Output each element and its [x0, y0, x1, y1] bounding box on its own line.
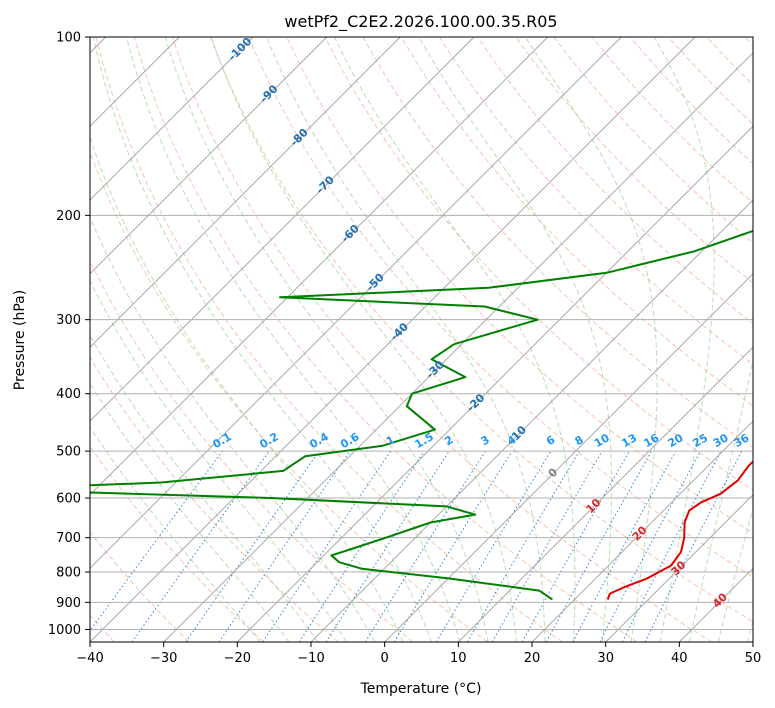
- y-axis-title: Pressure (hPa): [12, 290, 28, 390]
- dry-adiabat: [90, 531, 190, 642]
- y-tick-label: 700: [56, 531, 81, 546]
- profile-lines: [90, 229, 753, 601]
- dry-adiabat: [90, 356, 339, 642]
- dry-adiabat: [400, 37, 753, 407]
- moist-adiabat: [92, 37, 432, 642]
- isotherm-line: [90, 37, 622, 569]
- plot-area: [90, 37, 753, 642]
- mixing-ratio-line: [521, 450, 630, 642]
- dry-adiabat: [438, 37, 753, 366]
- y-tick-label: 200: [56, 209, 81, 224]
- mixing-ratio-line: [185, 450, 320, 642]
- dry-adiabat: [324, 37, 753, 491]
- y-tick-label: 1000: [48, 623, 81, 638]
- isotherm-line: [605, 494, 753, 642]
- mixing-ratio-line: [393, 450, 513, 642]
- dry-adiabat: [248, 37, 753, 578]
- dry-adiabat: [95, 37, 563, 642]
- x-tick-label: 0: [381, 651, 389, 666]
- mixing-ratio-line: [572, 450, 677, 642]
- mixing-ratio-line: [325, 450, 450, 642]
- isotherm-line: [90, 37, 475, 422]
- x-tick-label: −30: [150, 651, 177, 666]
- moist-adiabat: [333, 37, 576, 642]
- isotherm-line: [90, 37, 254, 201]
- x-axis-title: Temperature (°C): [360, 681, 482, 697]
- isotherm-line: [236, 125, 753, 642]
- mixing-ratio-line: [298, 450, 425, 642]
- isotherm-line: [531, 420, 753, 642]
- chart-title: wetPf2_C2E2.2026.100.00.35.R05: [284, 12, 557, 32]
- moist-adiabat: [717, 506, 753, 642]
- axis-ticks: −40 −30 −20 −10 0 10 20 30 40 50 100 200 300 400 500 60…: [48, 31, 761, 667]
- mixing-ratio-line: [131, 450, 270, 642]
- x-tick-label: 30: [597, 651, 614, 666]
- y-tick-label: 100: [56, 31, 81, 46]
- dry-adiabat: [90, 150, 488, 642]
- moist-adiabat: [126, 37, 461, 642]
- moist-adiabat: [688, 358, 753, 642]
- y-tick-label: 500: [56, 445, 81, 460]
- dry-adiabat: [133, 37, 638, 642]
- moist-adiabat: [90, 215, 376, 642]
- isotherm-line: [90, 37, 549, 496]
- isotherm-line: [90, 37, 401, 348]
- x-tick-label: 50: [745, 651, 762, 666]
- moist-adiabat: [210, 37, 517, 642]
- y-tick-label: 400: [56, 387, 81, 402]
- mixing-ratio-line: [262, 450, 392, 642]
- background-lines: [90, 37, 753, 642]
- dry-adiabat: [210, 37, 753, 623]
- isotherm-line: [90, 37, 328, 275]
- x-tick-label: −10: [297, 651, 324, 666]
- moist-adiabat: [90, 135, 404, 642]
- mixing-ratio-line: [545, 450, 653, 642]
- moist-adiabat: [164, 37, 489, 642]
- dry-adiabat: [171, 37, 712, 642]
- mixing-ratio-line: [90, 450, 223, 632]
- moist-adiabat: [90, 334, 319, 642]
- moist-adiabat: [524, 37, 658, 642]
- y-tick-label: 900: [56, 596, 81, 611]
- isotherm-line: [310, 199, 753, 642]
- x-tick-label: 20: [524, 651, 541, 666]
- isotherm-line: [163, 52, 753, 642]
- moist-adiabat: [653, 37, 715, 642]
- moist-adiabat: [266, 37, 546, 642]
- dry-adiabat: [515, 37, 753, 284]
- x-tick-label: −20: [224, 651, 251, 666]
- plot-frame: [89, 36, 754, 643]
- isotherm-line: [90, 37, 696, 642]
- temperature-profile-line: [606, 460, 753, 600]
- isotherm-line: [384, 273, 753, 642]
- y-tick-label: 800: [56, 566, 81, 581]
- moist-adiabat: [418, 37, 613, 642]
- x-tick-label: −40: [76, 651, 103, 666]
- dewpoint-profile-line: [90, 229, 753, 601]
- x-tick-label: 10: [450, 651, 467, 666]
- y-tick-label: 300: [56, 313, 81, 328]
- dry-adiabat: [90, 445, 264, 642]
- moist-adiabat: [90, 426, 261, 642]
- isotherm-line: [457, 346, 753, 642]
- y-tick-label: 600: [56, 492, 81, 507]
- moist-adiabat: [90, 382, 290, 642]
- x-tick-label: 40: [671, 651, 688, 666]
- mixing-ratio-line: [218, 450, 351, 642]
